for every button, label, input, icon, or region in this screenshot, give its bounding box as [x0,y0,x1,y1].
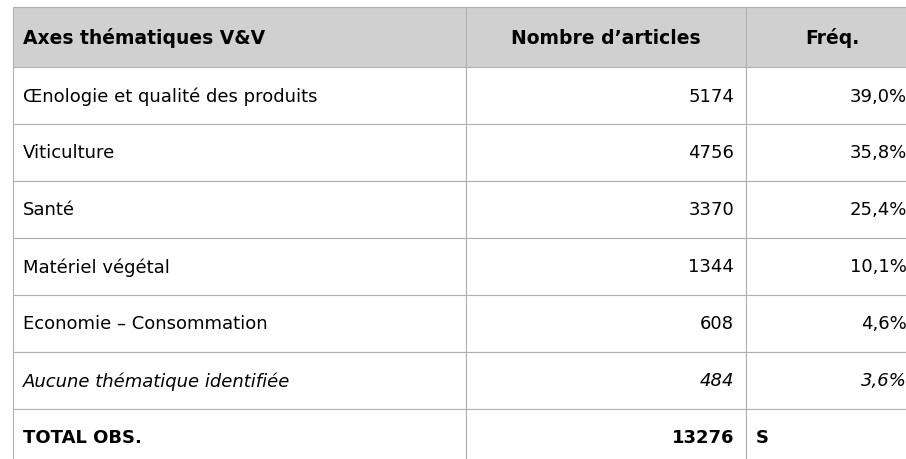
Text: 35,8%: 35,8% [850,144,906,162]
Text: TOTAL OBS.: TOTAL OBS. [23,429,142,447]
Text: 4756: 4756 [689,144,734,162]
Text: 4,6%: 4,6% [862,315,906,333]
Text: Œnologie et qualité des produits: Œnologie et qualité des produits [23,87,317,106]
Text: 39,0%: 39,0% [850,87,906,105]
Text: 10,1%: 10,1% [850,258,906,276]
Text: 3,6%: 3,6% [861,372,906,390]
Text: Aucune thématique identifiée: Aucune thématique identifiée [23,371,291,390]
Text: Fréq.: Fréq. [805,28,860,48]
Text: Axes thématiques V&V: Axes thématiques V&V [23,28,265,48]
Text: 13276: 13276 [671,429,734,447]
Text: Matériel végétal: Matériel végétal [23,257,170,276]
Text: 5174: 5174 [689,87,734,105]
Text: Viticulture: Viticulture [23,144,115,162]
Text: 484: 484 [699,372,734,390]
Text: 3370: 3370 [689,201,734,219]
Text: Santé: Santé [23,201,75,219]
Text: Economie – Consommation: Economie – Consommation [23,315,267,333]
Text: Nombre d’articles: Nombre d’articles [511,28,701,47]
Text: S: S [756,429,769,447]
Text: 608: 608 [700,315,734,333]
Text: 1344: 1344 [689,258,734,276]
Text: 25,4%: 25,4% [850,201,906,219]
